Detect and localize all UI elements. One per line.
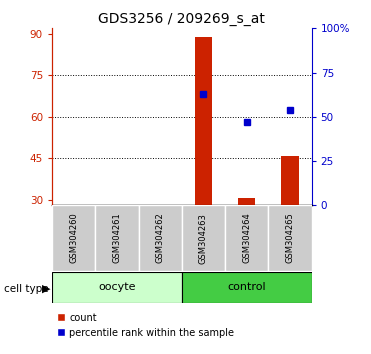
Bar (52, 205, 95, 271)
Text: oocyte: oocyte (98, 282, 136, 292)
Text: ▶: ▶ (42, 284, 50, 293)
Bar (95, 205, 138, 271)
Bar (281, 155, 299, 205)
Text: GSM304262: GSM304262 (156, 213, 165, 263)
Legend: count, percentile rank within the sample: count, percentile rank within the sample (57, 313, 234, 338)
Text: GSM304265: GSM304265 (286, 213, 295, 263)
Text: GSM304264: GSM304264 (242, 213, 251, 263)
Bar (195, 36, 212, 205)
Bar (268, 205, 312, 271)
Text: GSM304261: GSM304261 (112, 213, 121, 263)
Bar (225, 205, 268, 271)
Text: control: control (227, 282, 266, 292)
Bar (182, 205, 225, 271)
Bar (238, 198, 255, 205)
Text: cell type: cell type (4, 284, 48, 293)
Text: GSM304260: GSM304260 (69, 213, 78, 263)
Bar (52, 272, 182, 303)
Bar (138, 205, 182, 271)
Text: GSM304263: GSM304263 (199, 213, 208, 263)
Title: GDS3256 / 209269_s_at: GDS3256 / 209269_s_at (98, 12, 265, 26)
Bar (182, 272, 312, 303)
